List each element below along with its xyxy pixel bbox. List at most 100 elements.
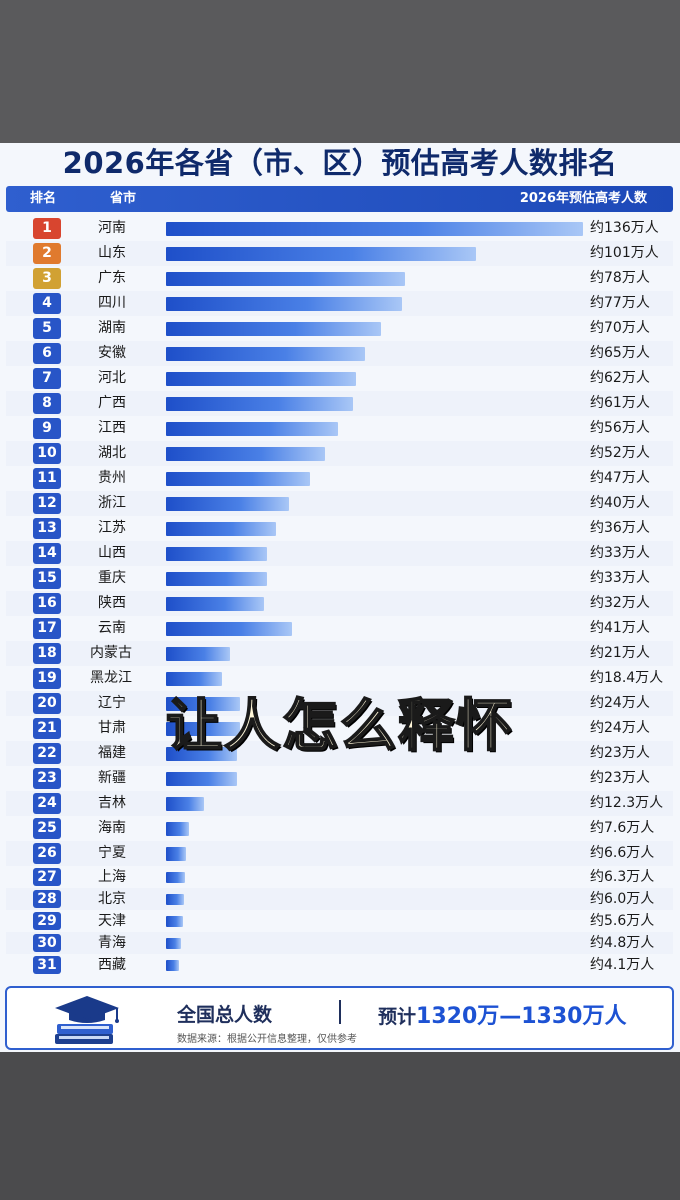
- ranking-row: 5 湖南 约70万人: [6, 316, 673, 341]
- value-label: 约62万人: [590, 370, 650, 386]
- rank-badge: 28: [33, 890, 61, 908]
- data-bar: [166, 721, 240, 736]
- value-label: 约33万人: [590, 570, 650, 586]
- data-bar: [166, 221, 583, 236]
- rank-badge: 18: [33, 643, 61, 664]
- value-label: 约77万人: [590, 295, 650, 311]
- rank-badge: 25: [33, 818, 61, 839]
- rank-badge: 17: [33, 618, 61, 639]
- ranking-row: 23 新疆 约23万人: [6, 766, 673, 791]
- value-label: 约41万人: [590, 620, 650, 636]
- data-bar: [166, 571, 268, 586]
- value-label: 约65万人: [590, 345, 650, 361]
- rank-badge: 22: [33, 743, 61, 764]
- data-bar: [166, 396, 354, 411]
- rank-badge: 20: [33, 693, 61, 714]
- table-header: 排名 省市 2026年预估高考人数: [6, 186, 673, 212]
- data-bar: [166, 296, 403, 311]
- ranking-row: 14 山西 约33万人: [6, 541, 673, 566]
- rank-badge: 29: [33, 912, 61, 930]
- value-label: 约70万人: [590, 320, 650, 336]
- ranking-row: 4 四川 约77万人: [6, 291, 673, 316]
- province-name: 吉林: [98, 795, 126, 811]
- row-background: [6, 441, 673, 466]
- data-bar: [166, 915, 184, 927]
- ranking-row: 25 海南 约7.6万人: [6, 816, 673, 841]
- rank-badge: 8: [33, 393, 61, 414]
- value-label: 约21万人: [590, 645, 650, 661]
- value-label: 约52万人: [590, 445, 650, 461]
- footer-total-label: 全国总人数: [177, 1004, 273, 1026]
- data-bar: [166, 959, 179, 971]
- province-name: 黑龙江: [90, 670, 132, 686]
- rank-badge: 16: [33, 593, 61, 614]
- ranking-row: 3 广东 约78万人: [6, 266, 673, 291]
- data-bar: [166, 521, 277, 536]
- rank-badge: 27: [33, 868, 61, 886]
- value-label: 约4.8万人: [590, 935, 655, 951]
- data-bar: [166, 796, 204, 811]
- province-name: 内蒙古: [90, 645, 132, 661]
- province-name: 青海: [98, 935, 126, 951]
- footer-estimate: 预计1320万—1330万人: [378, 998, 626, 1030]
- header-value: 2026年预估高考人数: [519, 191, 647, 206]
- data-bar: [166, 321, 381, 336]
- value-label: 约101万人: [590, 245, 659, 261]
- footer-estimate-range: 1320万—1330万人: [416, 1004, 627, 1029]
- rank-badge: 9: [33, 418, 61, 439]
- rank-badge: 3: [33, 268, 61, 289]
- value-label: 约78万人: [590, 270, 650, 286]
- value-label: 约47万人: [590, 470, 650, 486]
- province-name: 宁夏: [98, 845, 126, 861]
- province-name: 江苏: [98, 520, 126, 536]
- province-name: 贵州: [98, 470, 126, 486]
- bottom-dark-band: [0, 1052, 680, 1200]
- row-background: [6, 591, 673, 616]
- rank-badge: 26: [33, 843, 61, 864]
- province-name: 天津: [98, 913, 126, 929]
- value-label: 约6.3万人: [590, 869, 655, 885]
- ranking-row: 19 黑龙江 约18.4万人: [6, 666, 673, 691]
- rank-badge: 15: [33, 568, 61, 589]
- row-background: [6, 491, 673, 516]
- province-name: 广西: [98, 395, 126, 411]
- rank-badge: 24: [33, 793, 61, 814]
- data-bar: [166, 771, 237, 786]
- value-label: 约24万人: [590, 720, 650, 736]
- data-bar: [166, 271, 406, 286]
- ranking-row: 31 西藏 约4.1万人: [6, 954, 673, 976]
- value-label: 约40万人: [590, 495, 650, 511]
- value-label: 约6.0万人: [590, 891, 655, 907]
- data-bar: [166, 937, 181, 949]
- ranking-row: 20 辽宁 约24万人: [6, 691, 673, 716]
- province-name: 山西: [98, 545, 126, 561]
- province-name: 湖北: [98, 445, 126, 461]
- ranking-row: 17 云南 约41万人: [6, 616, 673, 641]
- ranking-row: 1 河南 约136万人: [6, 216, 673, 241]
- graduation-cap-books-icon: [55, 996, 119, 1044]
- ranking-row: 18 内蒙古 约21万人: [6, 641, 673, 666]
- data-bar: [166, 746, 237, 761]
- province-name: 福建: [98, 745, 126, 761]
- province-name: 江西: [98, 420, 126, 436]
- footer-source-note: 数据来源：根据公开信息整理，仅供参考: [177, 1034, 357, 1045]
- rank-badge: 13: [33, 518, 61, 539]
- value-label: 约61万人: [590, 395, 650, 411]
- rank-badge: 11: [33, 468, 61, 489]
- value-label: 约24万人: [590, 695, 650, 711]
- province-name: 北京: [98, 891, 126, 907]
- rank-badge: 31: [33, 956, 61, 974]
- value-label: 约6.6万人: [590, 845, 655, 861]
- province-name: 河南: [98, 220, 126, 236]
- province-name: 浙江: [98, 495, 126, 511]
- overlay-caption: 让人怎么释怀: [165, 693, 514, 760]
- data-bar: [166, 446, 326, 461]
- row-background: [6, 791, 673, 816]
- ranking-row: 27 上海 约6.3万人: [6, 866, 673, 888]
- province-name: 海南: [98, 820, 126, 836]
- ranking-row: 2 山东 约101万人: [6, 241, 673, 266]
- top-dark-band: [0, 0, 680, 143]
- rank-badge: 6: [33, 343, 61, 364]
- data-bar: [166, 671, 223, 686]
- province-name: 辽宁: [98, 695, 126, 711]
